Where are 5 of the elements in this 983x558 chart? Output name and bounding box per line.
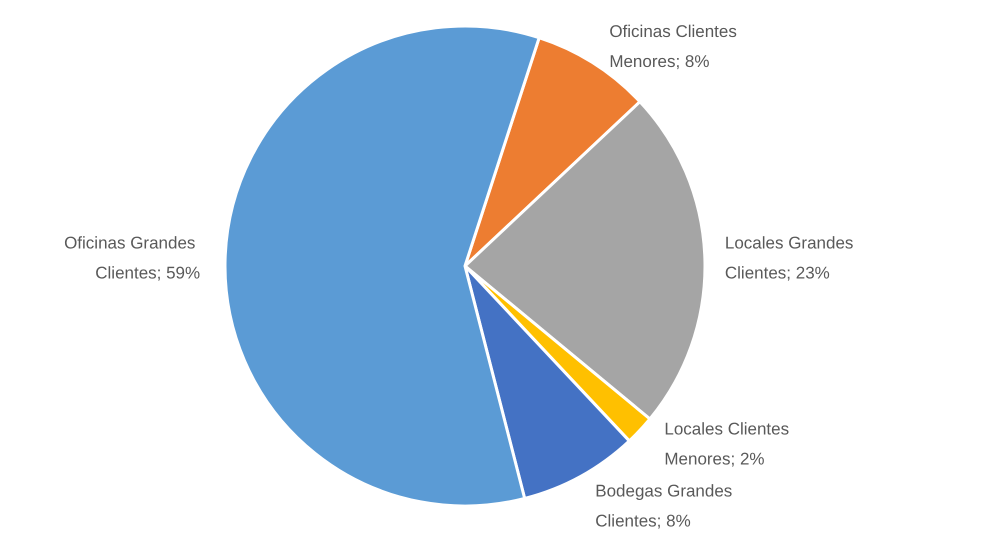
slice-label: Oficinas Clientes Menores; 8% [609, 22, 742, 71]
slice-label: Locales Clientes Menores; 2% [664, 419, 794, 468]
slice-label: Locales Grandes Clientes; 23% [724, 233, 858, 282]
slice-label: Oficinas Grandes Clientes; 59% [64, 233, 200, 282]
slice-label: Bodegas Grandes Clientes; 8% [595, 481, 738, 530]
